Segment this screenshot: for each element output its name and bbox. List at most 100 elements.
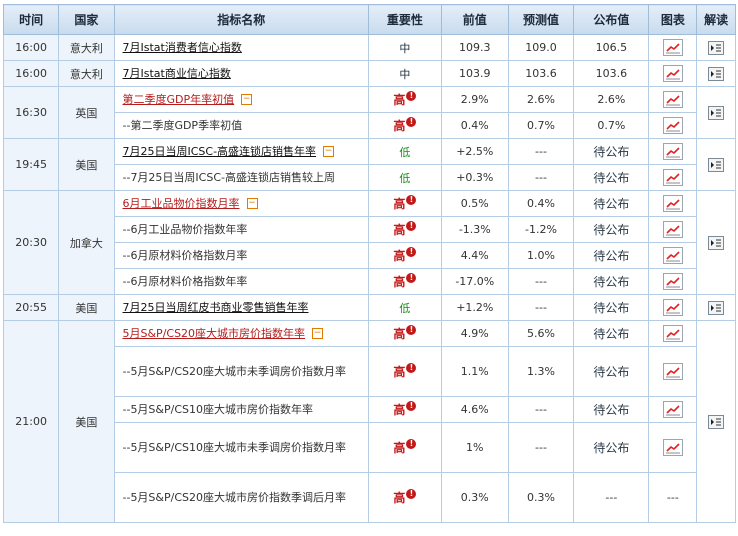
indicator-link[interactable]: 6月工业品物价指数月率: [122, 196, 240, 210]
importance-cell: 高!: [367, 396, 442, 423]
header-published: 公布值: [573, 4, 650, 35]
previous-value: 109.3: [440, 34, 509, 61]
published-value: 106.5: [573, 34, 650, 61]
collapse-toggle-icon[interactable]: −: [241, 94, 253, 105]
published-value: 待公布: [573, 242, 650, 269]
sub-indicator-label: --5月S&P/CS20座大城市未季调房价指数月率: [122, 364, 347, 378]
published-value: 待公布: [573, 346, 650, 397]
sub-indicator-label: --6月工业品物价指数年率: [122, 222, 248, 236]
forecast-value: ---: [507, 164, 575, 191]
forecast-value: 2.6%: [507, 86, 575, 113]
collapse-toggle-icon[interactable]: −: [246, 198, 258, 209]
time-cell: 16:00: [2, 60, 60, 87]
header-forecast: 预测值: [507, 4, 575, 35]
indicator-name-cell: 5月S&P/CS20座大城市房价指数年率 −: [113, 320, 369, 347]
country-cell: 美国: [58, 138, 115, 191]
importance-cell: 低: [367, 294, 442, 321]
alert-icon: !: [406, 117, 417, 127]
interpret-cell: [696, 190, 736, 295]
chart-cell: [648, 346, 698, 397]
line-chart-icon[interactable]: [662, 65, 683, 82]
interpretation-icon[interactable]: [708, 300, 725, 315]
forecast-value: ---: [507, 138, 575, 165]
chart-cell: [648, 138, 698, 165]
table-row: 19:45 美国 7月25日当周ICSC-高盛连锁店销售年率 − 低 +2.5% --- 待公…: [2, 138, 736, 191]
chart-cell: [648, 60, 698, 87]
line-chart-icon[interactable]: [662, 273, 683, 290]
importance-cell: 低: [367, 164, 442, 191]
indicator-link[interactable]: 5月S&P/CS20座大城市房价指数年率: [122, 326, 306, 340]
line-chart-icon[interactable]: [662, 299, 683, 316]
previous-value: 0.5%: [440, 190, 509, 217]
sub-indicator-label: --5月S&P/CS20座大城市房价指数季调后月率: [122, 490, 347, 504]
alert-icon: !: [406, 273, 417, 283]
line-chart-icon[interactable]: [662, 195, 683, 212]
interpret-cell: [696, 86, 736, 139]
table-row: 20:55 美国 7月25日当周红皮书商业零售销售年率 低 +1.2% --- 待公布: [2, 294, 736, 321]
line-chart-icon[interactable]: [662, 325, 683, 342]
country-cell: 英国: [58, 86, 115, 139]
header-name: 指标名称: [113, 4, 369, 35]
alert-icon: !: [406, 247, 417, 257]
indicator-name-cell: --第二季度GDP季率初值: [113, 112, 369, 139]
line-chart-icon[interactable]: [662, 439, 683, 456]
line-chart-icon[interactable]: [662, 363, 683, 380]
indicator-link[interactable]: 第二季度GDP年率初值: [122, 92, 235, 106]
forecast-value: -1.2%: [507, 216, 575, 243]
previous-value: 4.9%: [440, 320, 509, 347]
indicator-name-cell: --5月S&P/CS10座大城市未季调房价指数月率: [113, 422, 369, 473]
sub-indicator-label: --6月原材料价格指数年率: [122, 274, 248, 288]
indicator-name-cell: --6月工业品物价指数年率: [113, 216, 369, 243]
collapse-toggle-icon[interactable]: −: [323, 146, 335, 157]
published-value: 待公布: [573, 294, 650, 321]
line-chart-icon[interactable]: [662, 169, 683, 186]
previous-value: 4.6%: [440, 396, 509, 423]
table-row: 16:30 英国 第二季度GDP年率初值 − 高! 2.9% 2.6% 2.6%: [2, 86, 736, 139]
previous-value: -1.3%: [440, 216, 509, 243]
line-chart-icon[interactable]: [662, 143, 683, 160]
line-chart-icon[interactable]: [662, 247, 683, 264]
chart-cell: [648, 422, 698, 473]
indicator-name-cell: 7月25日当周ICSC-高盛连锁店销售年率 −: [113, 138, 369, 165]
alert-icon: !: [406, 91, 417, 101]
indicator-link[interactable]: 7月25日当周ICSC-高盛连锁店销售年率: [122, 144, 317, 158]
indicator-link[interactable]: 7月Istat商业信心指数: [122, 66, 231, 80]
indicator-link[interactable]: 7月25日当周红皮书商业零售销售年率: [122, 300, 309, 314]
chart-cell: [648, 320, 698, 347]
header-chart: 图表: [648, 4, 698, 35]
time-cell: 19:45: [2, 138, 60, 191]
interpretation-icon[interactable]: [708, 40, 725, 55]
chart-cell: [648, 242, 698, 269]
line-chart-icon[interactable]: [662, 221, 683, 238]
line-chart-icon[interactable]: [662, 91, 683, 108]
importance-cell: 高!: [367, 346, 442, 397]
interpretation-icon[interactable]: [708, 235, 725, 250]
line-chart-icon[interactable]: [662, 117, 683, 134]
importance-cell: 高!: [367, 268, 442, 295]
importance-high: 高: [393, 403, 406, 417]
table-row: --5月S&P/CS10座大城市未季调房价指数月率高! 1% --- 待公布: [4, 422, 736, 473]
line-chart-icon[interactable]: [662, 39, 683, 56]
forecast-value: ---: [507, 294, 575, 321]
alert-icon: !: [406, 325, 417, 335]
line-chart-icon[interactable]: [662, 401, 683, 418]
interpretation-icon[interactable]: [708, 414, 725, 429]
importance-cell: 高!: [367, 216, 442, 243]
previous-value: 1.1%: [440, 346, 509, 397]
interpretation-icon[interactable]: [708, 157, 725, 172]
calendar-body: 16:00 意大利 7月Istat消费者信心指数中 109.3 109.0 106.5 16…: [2, 34, 736, 523]
forecast-value: 103.6: [507, 60, 575, 87]
importance-mid: 中: [399, 67, 411, 81]
table-row: --5月S&P/CS20座大城市房价指数季调后月率高! 0.3% 0.3% --- --…: [4, 472, 736, 523]
interpretation-icon[interactable]: [708, 105, 725, 120]
header-interpret: 解读: [696, 4, 736, 35]
importance-cell: 低: [367, 138, 442, 165]
interpretation-icon[interactable]: [708, 66, 725, 81]
economic-calendar-table: 时间 国家 指标名称 重要性 前值 预测值 公布值 图表 解读 16:00 意大利…: [2, 4, 736, 523]
importance-cell: 中: [367, 60, 442, 87]
importance-high: 高: [393, 223, 406, 237]
collapse-toggle-icon[interactable]: −: [312, 328, 324, 339]
no-chart-dash: ---: [666, 491, 679, 504]
indicator-link[interactable]: 7月Istat消费者信心指数: [122, 40, 242, 54]
